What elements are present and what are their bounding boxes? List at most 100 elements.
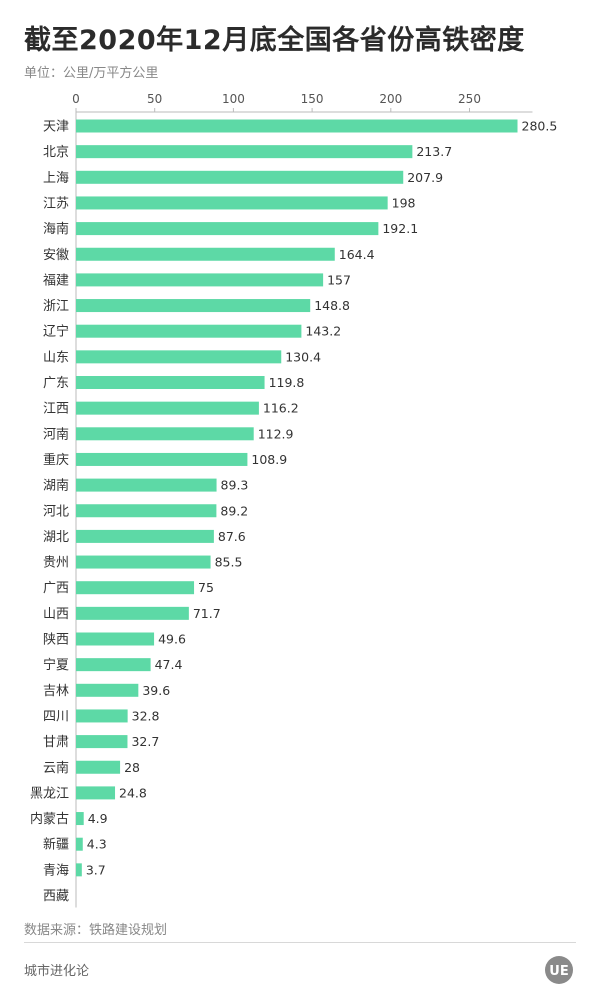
category-label: 吉林 [43, 684, 69, 699]
value-label: 213.7 [416, 144, 452, 159]
bar [76, 376, 265, 389]
value-label: 32.8 [132, 708, 160, 723]
bar [76, 606, 189, 620]
bar [76, 632, 155, 646]
logo-text: UE [549, 964, 568, 979]
category-label: 山东 [43, 350, 69, 365]
category-label: 西藏 [43, 889, 69, 904]
bar [76, 170, 404, 184]
category-label: 广西 [43, 581, 69, 596]
bar [76, 273, 324, 287]
value-label: 75 [198, 580, 214, 595]
category-label: 湖南 [43, 478, 69, 494]
value-label: 24.8 [119, 785, 147, 800]
bar [76, 196, 388, 210]
bar [76, 324, 302, 338]
category-label: 浙江 [43, 299, 69, 314]
category-label: 北京 [43, 145, 69, 160]
bar [76, 427, 254, 441]
value-label: 108.9 [251, 452, 287, 467]
bar [76, 581, 195, 595]
category-label: 新疆 [43, 837, 69, 853]
bar [76, 683, 139, 697]
x-tick-label: 150 [301, 92, 324, 106]
category-label: 广东 [43, 376, 69, 391]
bar [76, 709, 128, 723]
bar [76, 760, 121, 774]
ue-logo-icon: UE [545, 956, 573, 984]
category-label: 上海 [43, 171, 69, 186]
value-label: 32.7 [131, 734, 159, 749]
category-label: 黑龙江 [30, 786, 69, 801]
value-label: 112.9 [258, 426, 294, 441]
value-label: 148.8 [314, 298, 350, 313]
category-label: 辽宁 [43, 324, 69, 340]
x-tick-label: 200 [379, 92, 402, 106]
bar [76, 119, 518, 133]
value-label: 116.2 [263, 401, 299, 416]
bar [76, 863, 82, 877]
category-label: 福建 [43, 273, 69, 288]
category-label: 湖北 [43, 530, 69, 545]
category-label: 云南 [43, 760, 69, 776]
bar [76, 786, 116, 800]
bar [76, 658, 151, 672]
bar [76, 735, 128, 749]
bar [76, 401, 259, 415]
bar [76, 247, 335, 261]
value-label: 71.7 [193, 606, 221, 621]
value-label: 164.4 [339, 247, 375, 262]
value-label: 89.3 [221, 478, 249, 493]
x-tick-label: 50 [147, 92, 162, 106]
value-label: 192.1 [382, 221, 418, 236]
category-label: 宁夏 [43, 657, 69, 673]
x-tick-label: 100 [222, 92, 245, 106]
value-label: 280.5 [522, 119, 558, 134]
category-label: 江苏 [43, 195, 69, 211]
bar [76, 529, 214, 543]
category-label: 安徽 [43, 248, 69, 263]
value-label: 157 [327, 272, 351, 287]
category-label: 江西 [43, 402, 69, 417]
bar-chart: 0 50 100 150 200 250 天津 280.5 北京 213.7 上海 207.9 江苏 19… [30, 92, 558, 908]
chart-title: 截至2020年12月底全国各省份高铁密度 [24, 25, 525, 56]
bar [76, 350, 282, 364]
value-label: 28 [124, 760, 140, 775]
bar [76, 452, 248, 466]
value-label: 47.4 [155, 657, 183, 672]
value-label: 89.2 [220, 503, 248, 518]
value-label: 119.8 [269, 375, 305, 390]
category-label: 山西 [43, 607, 69, 622]
x-tick-label: 0 [72, 92, 80, 106]
bar [76, 555, 211, 569]
footer-divider [24, 942, 576, 943]
unit-label: 单位：公里/万平方公里 [24, 66, 159, 81]
value-label: 85.5 [215, 555, 243, 570]
category-label: 海南 [43, 221, 69, 237]
category-label: 河南 [43, 426, 69, 442]
value-label: 143.2 [305, 324, 341, 339]
value-label: 198 [392, 195, 416, 210]
category-label: 天津 [43, 120, 69, 135]
x-tick-label: 250 [458, 92, 481, 106]
category-label: 河北 [43, 504, 69, 519]
value-label: 49.6 [158, 632, 186, 647]
source-note: 数据来源：铁路建设规划 [24, 923, 168, 938]
bar [76, 299, 311, 313]
value-label: 3.7 [86, 862, 106, 877]
bar [76, 504, 217, 518]
bar [76, 145, 413, 159]
category-label: 贵州 [43, 556, 69, 571]
category-label: 青海 [43, 863, 69, 878]
value-label: 39.6 [142, 683, 170, 698]
value-label: 207.9 [407, 170, 443, 185]
value-label: 4.3 [87, 837, 107, 852]
category-label: 内蒙古 [30, 811, 69, 827]
bar [76, 837, 83, 851]
brand-name: 城市进化论 [24, 964, 90, 979]
category-label: 甘肃 [43, 735, 69, 750]
bar [76, 478, 217, 492]
value-label: 4.9 [88, 811, 108, 826]
bar [76, 812, 84, 826]
value-label: 130.4 [285, 349, 321, 364]
